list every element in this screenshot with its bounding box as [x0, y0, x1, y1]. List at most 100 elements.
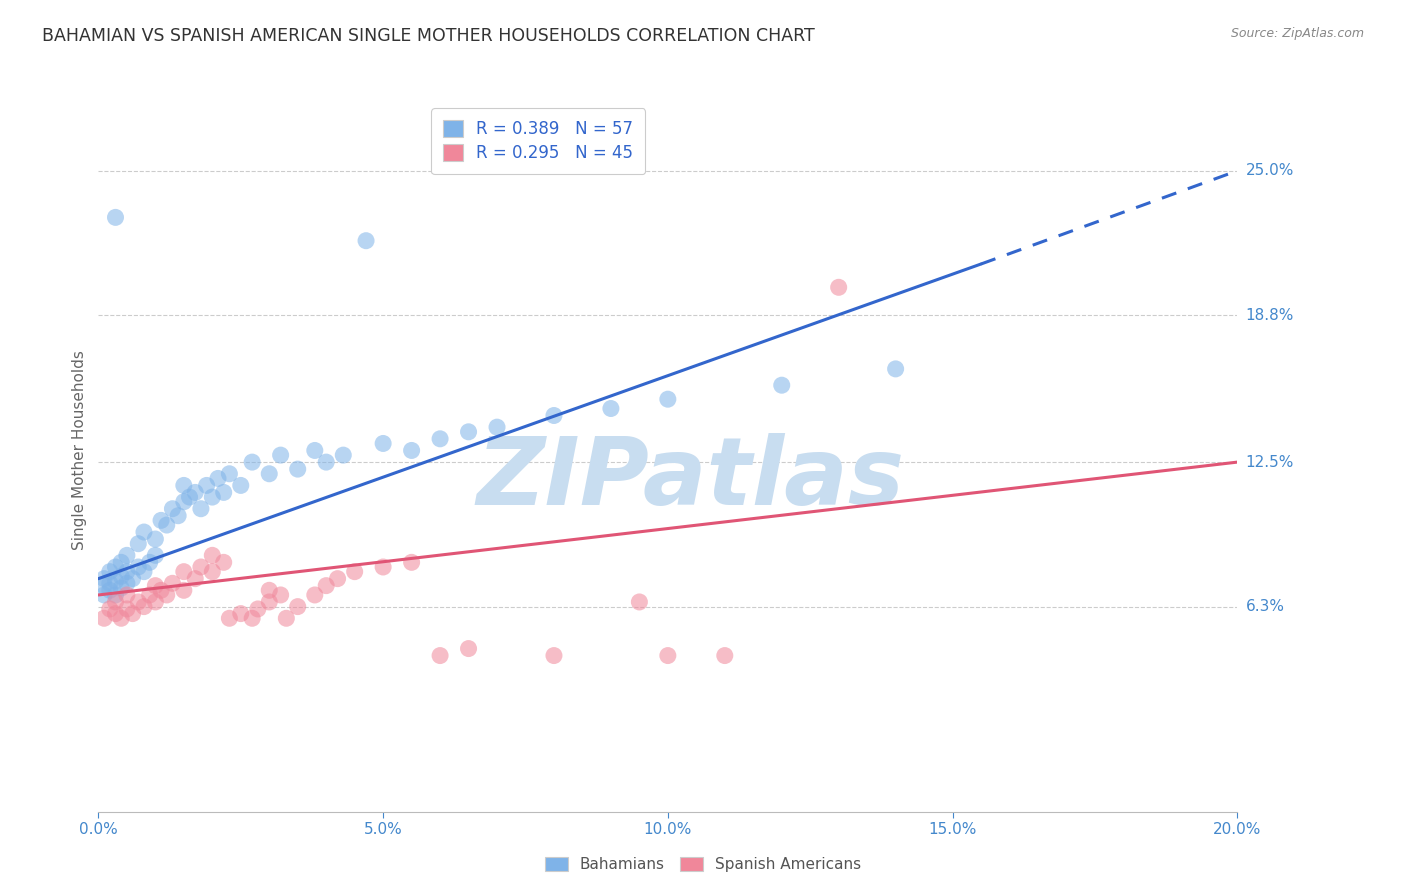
- Point: [93, 588, 115, 602]
- Point: [218, 611, 240, 625]
- Point: [115, 602, 138, 616]
- Point: [156, 588, 179, 602]
- Point: [179, 490, 201, 504]
- Point: [201, 549, 224, 563]
- Point: [115, 549, 138, 563]
- Point: [145, 595, 167, 609]
- Point: [884, 362, 907, 376]
- Text: 18.8%: 18.8%: [1246, 308, 1294, 323]
- Point: [132, 524, 155, 539]
- Point: [132, 565, 155, 579]
- Text: 12.5%: 12.5%: [1246, 455, 1294, 469]
- Point: [770, 378, 793, 392]
- Point: [332, 448, 354, 462]
- Point: [240, 611, 263, 625]
- Point: [543, 409, 565, 423]
- Point: [373, 560, 395, 574]
- Text: 25.0%: 25.0%: [1246, 163, 1294, 178]
- Point: [173, 494, 195, 508]
- Point: [229, 607, 252, 621]
- Point: [657, 648, 679, 663]
- Point: [259, 467, 281, 481]
- Point: [714, 648, 737, 663]
- Point: [657, 392, 679, 407]
- Point: [259, 583, 281, 598]
- Point: [212, 485, 235, 500]
- Point: [156, 518, 179, 533]
- Point: [104, 211, 127, 225]
- Point: [212, 555, 235, 569]
- Point: [270, 588, 292, 602]
- Point: [326, 572, 349, 586]
- Point: [628, 595, 651, 609]
- Point: [167, 508, 190, 523]
- Point: [110, 569, 132, 583]
- Point: [162, 576, 184, 591]
- Point: [343, 565, 366, 579]
- Point: [201, 490, 224, 504]
- Point: [401, 443, 423, 458]
- Point: [429, 648, 451, 663]
- Legend: R = 0.389   N = 57, R = 0.295   N = 45: R = 0.389 N = 57, R = 0.295 N = 45: [432, 108, 645, 174]
- Point: [93, 572, 115, 586]
- Point: [304, 588, 326, 602]
- Point: [543, 648, 565, 663]
- Point: [401, 555, 423, 569]
- Text: BAHAMIAN VS SPANISH AMERICAN SINGLE MOTHER HOUSEHOLDS CORRELATION CHART: BAHAMIAN VS SPANISH AMERICAN SINGLE MOTH…: [42, 27, 815, 45]
- Point: [98, 583, 121, 598]
- Point: [138, 555, 160, 569]
- Point: [354, 234, 377, 248]
- Text: ZIPatlas: ZIPatlas: [477, 434, 904, 525]
- Point: [173, 565, 195, 579]
- Point: [173, 583, 195, 598]
- Point: [207, 471, 229, 485]
- Point: [115, 576, 138, 591]
- Point: [287, 599, 309, 614]
- Point: [195, 478, 218, 492]
- Point: [173, 478, 195, 492]
- Point: [373, 436, 395, 450]
- Text: 6.3%: 6.3%: [1246, 599, 1285, 614]
- Point: [184, 485, 207, 500]
- Point: [600, 401, 623, 416]
- Point: [162, 501, 184, 516]
- Point: [145, 532, 167, 546]
- Point: [259, 595, 281, 609]
- Point: [98, 576, 121, 591]
- Point: [98, 565, 121, 579]
- Text: Source: ZipAtlas.com: Source: ZipAtlas.com: [1230, 27, 1364, 40]
- Point: [110, 581, 132, 595]
- Point: [110, 555, 132, 569]
- Point: [201, 565, 224, 579]
- Point: [184, 572, 207, 586]
- Point: [304, 443, 326, 458]
- Point: [115, 565, 138, 579]
- Point: [150, 513, 173, 527]
- Point: [121, 607, 143, 621]
- Point: [190, 501, 212, 516]
- Point: [104, 560, 127, 574]
- Point: [429, 432, 451, 446]
- Point: [104, 607, 127, 621]
- Point: [110, 611, 132, 625]
- Point: [127, 595, 149, 609]
- Point: [315, 455, 337, 469]
- Point: [276, 611, 298, 625]
- Point: [115, 588, 138, 602]
- Point: [828, 280, 851, 294]
- Point: [132, 599, 155, 614]
- Point: [104, 588, 127, 602]
- Point: [150, 583, 173, 598]
- Point: [104, 574, 127, 588]
- Point: [127, 537, 149, 551]
- Y-axis label: Single Mother Households: Single Mother Households: [72, 351, 87, 550]
- Point: [229, 478, 252, 492]
- Point: [486, 420, 509, 434]
- Point: [190, 560, 212, 574]
- Point: [93, 579, 115, 593]
- Point: [457, 425, 479, 439]
- Point: [98, 602, 121, 616]
- Point: [246, 602, 269, 616]
- Point: [145, 549, 167, 563]
- Point: [145, 579, 167, 593]
